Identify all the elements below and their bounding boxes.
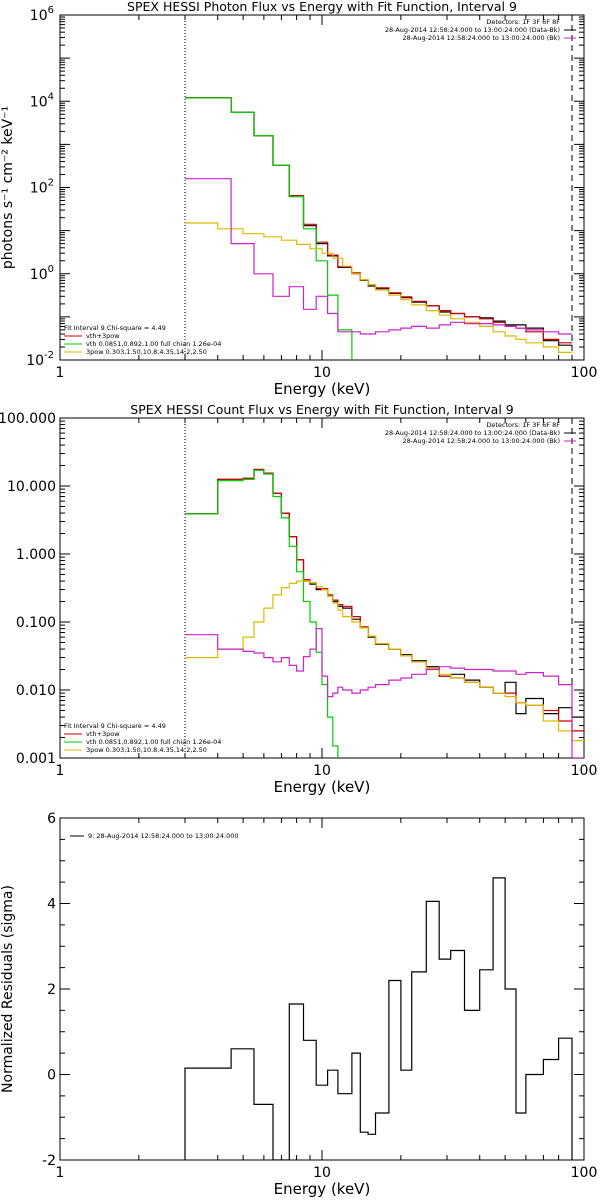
x-tick-label: 100 bbox=[571, 365, 598, 381]
x-tick-label: 1 bbox=[56, 1165, 65, 1181]
y-tick-label: 106 bbox=[30, 5, 54, 24]
y-tick-label: 0.001 bbox=[16, 751, 56, 767]
y-tick-label: 1.000 bbox=[16, 547, 56, 563]
y-tick-label: 100 bbox=[30, 264, 54, 283]
legend-entry: 28-Aug-2014 12:58:24.000 to 13:00:24.000… bbox=[403, 437, 560, 445]
y-tick-label: 10-2 bbox=[26, 350, 54, 369]
legend-entry: Detectors: 1F 3F 6F 8F bbox=[486, 18, 560, 26]
x-tick-label: 10 bbox=[313, 365, 331, 381]
series-2-line bbox=[185, 468, 584, 732]
x-tick-label: 10 bbox=[313, 1165, 331, 1181]
series-4-line bbox=[185, 580, 584, 742]
y-tick-label: 2 bbox=[47, 982, 56, 998]
x-tick-label: 10 bbox=[313, 763, 331, 779]
chart-title: SPEX HESSI Photon Flux vs Energy with Fi… bbox=[127, 0, 517, 14]
y-tick-label: 0.010 bbox=[16, 683, 56, 699]
y-tick-label: 4 bbox=[47, 897, 56, 913]
series-group bbox=[185, 97, 572, 360]
series-4-line bbox=[185, 222, 572, 353]
series-2-line bbox=[185, 97, 572, 344]
legend-entry: vth 0.0851,0.892,1.00 full chian 1.26e-0… bbox=[86, 738, 221, 746]
y-axis-label: Normalized Residuals (sigma) bbox=[0, 885, 16, 1093]
y-axis-label: photons s⁻¹ cm⁻² keV⁻¹ bbox=[0, 106, 16, 269]
chart-panel-3: 1 10 100 -2 0 2 4 6 Energy (keV) Normalized Resid… bbox=[0, 811, 597, 1198]
legend-entry: 3pow 0.303,1.50,10.8,4.35,14.2,2.50 bbox=[86, 746, 207, 754]
legend-entry: 28-Aug-2014 12:58:24.000 to 13:00:24.000… bbox=[385, 429, 560, 437]
legend-entry: Fit Interval 9 Chi-square = 4.49 bbox=[64, 722, 166, 730]
legend-entry: vth+3pow bbox=[86, 332, 120, 340]
legend-entry: vth+3pow bbox=[86, 730, 120, 738]
legend-entry: Detectors: 1F 3F 6F 8F bbox=[486, 421, 560, 429]
x-tick-label: 100 bbox=[571, 763, 598, 779]
series-group bbox=[184, 877, 573, 1160]
series-3-line bbox=[185, 469, 339, 758]
y-tick-label: 100.000 bbox=[0, 411, 56, 427]
series-1-line bbox=[185, 468, 584, 718]
legend-entry: 28-Aug-2014 12:58:24.000 to 13:00:24.000… bbox=[385, 26, 560, 34]
series-1-line bbox=[184, 877, 573, 1160]
y-tick-label: 104 bbox=[30, 91, 54, 110]
x-tick-label: 100 bbox=[571, 1165, 598, 1181]
y-tick-label: -2 bbox=[42, 1153, 56, 1169]
legend-entry: Fit Interval 9 Chi-square = 4.49 bbox=[64, 324, 166, 332]
y-tick-label: 6 bbox=[47, 811, 56, 827]
series-group bbox=[185, 468, 584, 758]
legend-entry: 9: 28-Aug-2014 12:58:24.000 to 13:00:24.… bbox=[88, 832, 239, 840]
y-tick-label: 102 bbox=[30, 178, 54, 197]
legend-entry: vth 0.0851,0.892,1.00 full chian 1.26e-0… bbox=[86, 340, 221, 348]
y-tick-label: 10.000 bbox=[7, 479, 56, 495]
chart-panel-1: 1 10 100 10-2 100 102 104 106 SPEX HESSI Photon … bbox=[0, 0, 597, 398]
y-tick-label: 0.100 bbox=[16, 615, 56, 631]
plot-frame bbox=[59, 14, 585, 361]
legend-entry: 28-Aug-2014 12:58:24.000 to 13:00:24.000… bbox=[403, 34, 560, 42]
x-axis-label: Energy (keV) bbox=[274, 1180, 371, 1198]
x-tick-label: 1 bbox=[56, 763, 65, 779]
series-1-line bbox=[185, 97, 572, 346]
chart-title: SPEX HESSI Count Flux vs Energy with Fit… bbox=[130, 402, 513, 417]
series-3-line bbox=[185, 97, 353, 360]
x-tick-label: 1 bbox=[56, 365, 65, 381]
series-5-line bbox=[185, 178, 572, 335]
chart-panel-2: 1 10 100 0.001 0.010 0.100 1.000 10.000 100.000 S… bbox=[0, 402, 597, 796]
series-5-line bbox=[185, 628, 584, 758]
legend-entry: 3pow 0.303,1.50,10.8,4.35,14.2,2.50 bbox=[86, 348, 207, 356]
x-axis-label: Energy (keV) bbox=[274, 778, 371, 796]
x-axis-label: Energy (keV) bbox=[274, 380, 371, 398]
y-tick-label: 0 bbox=[47, 1068, 56, 1084]
